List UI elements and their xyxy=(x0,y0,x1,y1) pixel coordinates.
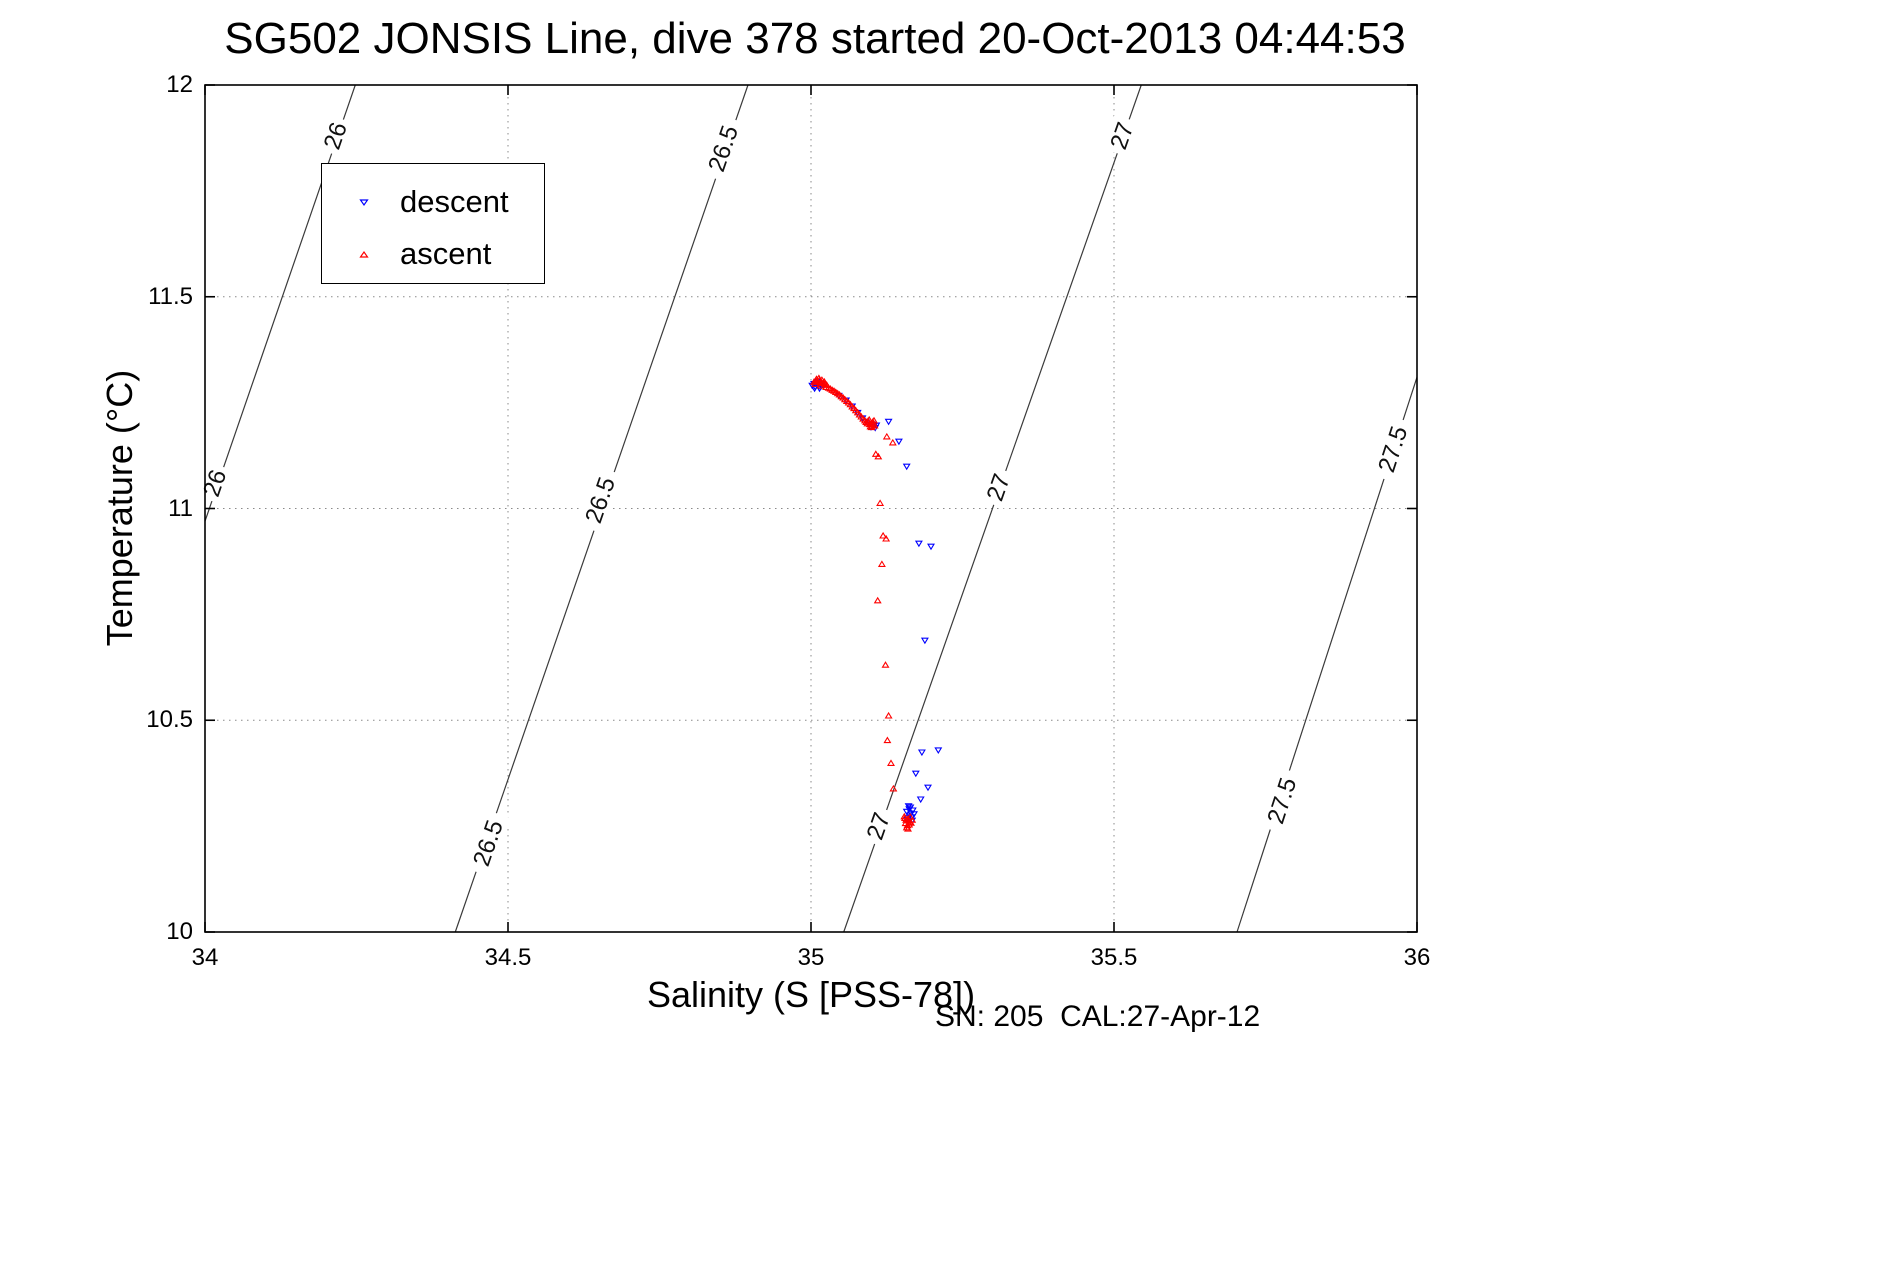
contour-label: 27.5 xyxy=(1369,415,1416,484)
sensor-calibration-note: SN: 205 CAL:27-Apr-12 xyxy=(935,1000,1261,1033)
contour-label: 26.5 xyxy=(464,809,512,877)
svg-text:26.5: 26.5 xyxy=(703,122,744,175)
x-tick-label: 35 xyxy=(797,944,825,971)
svg-text:27.5: 27.5 xyxy=(1373,423,1413,476)
x-axis-label: Salinity (S [PSS-78]) xyxy=(646,974,976,1015)
svg-text:26.5: 26.5 xyxy=(468,817,509,870)
legend-label: ascent xyxy=(400,236,492,271)
y-tick-label: 12 xyxy=(166,71,193,98)
svg-text:26.5: 26.5 xyxy=(580,474,621,527)
legend-item-ascent: ascent xyxy=(322,228,544,280)
y-axis-label: Temperature (°C) xyxy=(99,369,140,647)
x-tick-label: 34 xyxy=(191,944,219,971)
contour-label: 27 xyxy=(979,465,1018,509)
contour-label: 26.5 xyxy=(699,114,747,183)
contour-label: 26 xyxy=(195,461,234,505)
series-ascent xyxy=(810,374,917,832)
x-tick-label: 34.5 xyxy=(484,944,532,971)
triangle-up-icon xyxy=(359,250,369,258)
y-tick-label: 11.5 xyxy=(148,282,193,310)
contour-label: 26 xyxy=(316,114,355,158)
y-tick-label: 11 xyxy=(168,494,193,522)
figure-title: SG502 JONSIS Line, dive 378 started 20-O… xyxy=(224,14,1406,63)
legend-label: descent xyxy=(400,184,509,219)
x-tick-label: 36 xyxy=(1403,944,1431,971)
contour-label: 27.5 xyxy=(1258,766,1305,835)
y-tick-label: 10 xyxy=(166,918,193,945)
contour-label: 27 xyxy=(1102,114,1142,158)
contour-label: 27 xyxy=(859,804,898,848)
contour-label: 26.5 xyxy=(576,466,624,534)
isopycnal-line-26 xyxy=(204,84,356,522)
svg-text:27.5: 27.5 xyxy=(1262,774,1302,827)
x-tick-label: 35.5 xyxy=(1090,944,1138,971)
legend: descent ascent xyxy=(321,163,545,284)
isopycnal-line-27 xyxy=(843,84,1142,933)
legend-item-descent: descent xyxy=(322,176,544,228)
triangle-down-icon xyxy=(359,199,369,207)
legend-entries: descent ascent xyxy=(322,176,544,280)
y-tick-label: 10.5 xyxy=(146,706,193,734)
